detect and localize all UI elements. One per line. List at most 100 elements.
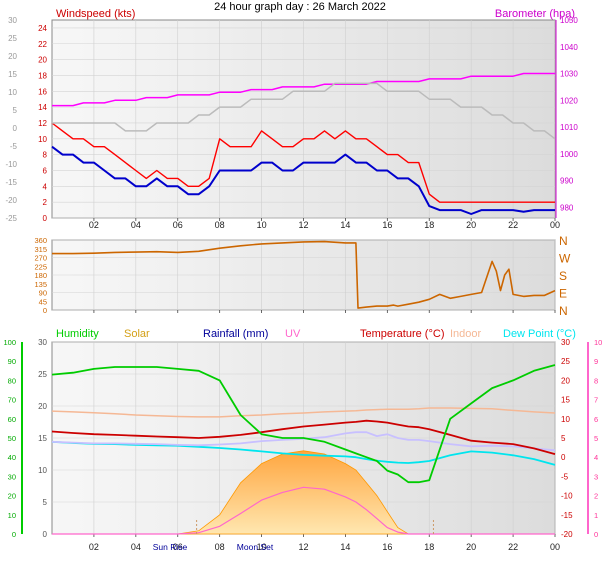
x-tick-label: 10 bbox=[257, 542, 267, 552]
y-rain-tick-label: 1 bbox=[594, 511, 598, 520]
y-rain-tick-label: 2 bbox=[594, 492, 598, 501]
y-left-tick-label: 0 bbox=[43, 306, 47, 315]
y-humidity-tick-label: 90 bbox=[8, 357, 16, 366]
y-temp-tick-label: 30 bbox=[561, 338, 570, 347]
x-tick-label: 04 bbox=[131, 542, 141, 552]
barometer-title: Barometer (hpa) bbox=[495, 8, 575, 20]
series-line-grey bbox=[52, 82, 556, 140]
y-humidity-tick-label: 10 bbox=[8, 511, 16, 520]
y-humidity-tick-label: 70 bbox=[8, 396, 16, 405]
y-left-tick-label: 16 bbox=[38, 87, 47, 96]
y-right-tick-label: 1050 bbox=[560, 16, 578, 25]
wind-axes: 0246810121416182022249809901000101010201… bbox=[5, 16, 578, 223]
legend-entry: Humidity bbox=[56, 328, 99, 340]
y-solar-tick-label: 30 bbox=[38, 338, 47, 347]
series-line-average bbox=[51, 145, 555, 215]
series-line-temperature bbox=[51, 419, 556, 455]
y-left-tick-label: 4 bbox=[43, 182, 48, 191]
y-right-tick-label: 990 bbox=[560, 177, 574, 186]
series-line-indoor bbox=[51, 407, 556, 418]
x-tick-label: 22 bbox=[508, 220, 518, 230]
y-left-tick-label: 180 bbox=[34, 271, 47, 280]
y-left-tick-label: 360 bbox=[34, 236, 47, 245]
x-tick-label: 14 bbox=[340, 542, 350, 552]
x-tick-label: 12 bbox=[298, 220, 308, 230]
y-left-tick-label: 2 bbox=[43, 198, 48, 207]
x-tick-label: 06 bbox=[173, 542, 183, 552]
y-outer-tick-label: 10 bbox=[8, 88, 17, 97]
series-line-humidity bbox=[51, 364, 556, 484]
climate-axes: 0510152025300102030405060708090100-20-15… bbox=[3, 338, 602, 552]
y-right-tick-label: 1020 bbox=[560, 96, 578, 105]
y-left-tick-label: 45 bbox=[39, 297, 47, 306]
y-rain-tick-label: 8 bbox=[594, 376, 598, 385]
y-right-tick-label: 1000 bbox=[560, 150, 578, 159]
legend-entry: Indoor bbox=[450, 328, 482, 340]
y-rain-tick-label: 4 bbox=[594, 453, 598, 462]
y-rain-tick-label: 7 bbox=[594, 396, 598, 405]
x-tick-label: 02 bbox=[89, 220, 99, 230]
y-temp-tick-label: 25 bbox=[561, 357, 570, 366]
x-tick-label: 20 bbox=[466, 220, 476, 230]
direction-label: E bbox=[559, 287, 567, 301]
series-line-dew_point bbox=[51, 440, 556, 466]
y-outer-tick-label: 0 bbox=[13, 124, 18, 133]
y-left-tick-label: 315 bbox=[34, 245, 47, 254]
y-rain-tick-label: 3 bbox=[594, 472, 598, 481]
y-solar-tick-label: 20 bbox=[38, 402, 47, 411]
y-right-tick-label: 1040 bbox=[560, 43, 578, 52]
y-humidity-tick-label: 30 bbox=[8, 472, 16, 481]
y-humidity-tick-label: 100 bbox=[3, 338, 16, 347]
y-outer-tick-label: -20 bbox=[5, 196, 17, 205]
y-humidity-tick-label: 0 bbox=[12, 530, 16, 539]
y-outer-tick-label: -5 bbox=[10, 142, 18, 151]
y-rain-tick-label: 9 bbox=[594, 357, 598, 366]
x-tick-label: 18 bbox=[424, 542, 434, 552]
y-solar-tick-label: 5 bbox=[43, 498, 48, 507]
y-temp-tick-label: 20 bbox=[561, 376, 570, 385]
y-outer-tick-label: 5 bbox=[13, 106, 18, 115]
x-tick-label: 12 bbox=[298, 542, 308, 552]
y-temp-tick-label: -10 bbox=[561, 492, 573, 501]
direction-label: S bbox=[559, 269, 567, 283]
y-left-tick-label: 225 bbox=[34, 262, 47, 271]
y-temp-tick-label: 5 bbox=[561, 434, 566, 443]
climate-series bbox=[51, 364, 556, 535]
y-outer-tick-label: 15 bbox=[8, 70, 17, 79]
series-line-barometer bbox=[52, 72, 555, 107]
y-left-tick-label: 22 bbox=[38, 40, 47, 49]
x-tick-label: 14 bbox=[340, 220, 350, 230]
x-tick-label: 06 bbox=[173, 220, 183, 230]
wind-title: Windspeed (kts) bbox=[56, 8, 135, 20]
x-tick-label: 16 bbox=[382, 542, 392, 552]
direction-label: N bbox=[559, 304, 568, 318]
direction-label: N bbox=[559, 234, 568, 248]
y-left-tick-label: 135 bbox=[34, 280, 47, 289]
legend-entry: Rainfall (mm) bbox=[203, 328, 268, 340]
climate-legend: Humidity Solar Rainfall (mm) UV Temperature … bbox=[56, 328, 576, 340]
y-left-tick-label: 270 bbox=[34, 254, 47, 263]
y-left-tick-label: 90 bbox=[39, 289, 47, 298]
x-tick-label: 20 bbox=[466, 542, 476, 552]
y-right-tick-label: 980 bbox=[560, 203, 574, 212]
y-solar-tick-label: 15 bbox=[38, 434, 47, 443]
y-rain-tick-label: 0 bbox=[594, 530, 598, 539]
x-tick-label: 08 bbox=[215, 542, 225, 552]
y-left-tick-label: 0 bbox=[43, 214, 48, 223]
y-left-tick-label: 8 bbox=[43, 151, 48, 160]
y-left-tick-label: 10 bbox=[38, 135, 47, 144]
y-outer-tick-label: -25 bbox=[5, 214, 17, 223]
direction-series bbox=[52, 240, 556, 309]
y-humidity-tick-label: 40 bbox=[8, 453, 16, 462]
y-temp-tick-label: -20 bbox=[561, 530, 573, 539]
x-tick-label: 22 bbox=[508, 542, 518, 552]
page-title: 24 hour graph day : 26 March 2022 bbox=[214, 1, 386, 13]
direction-label: W bbox=[559, 252, 571, 266]
legend-entry: Temperature (°C) bbox=[360, 328, 444, 340]
y-rain-tick-label: 5 bbox=[594, 434, 598, 443]
series-line-direction bbox=[52, 240, 556, 309]
y-solar-tick-label: 10 bbox=[38, 466, 47, 475]
